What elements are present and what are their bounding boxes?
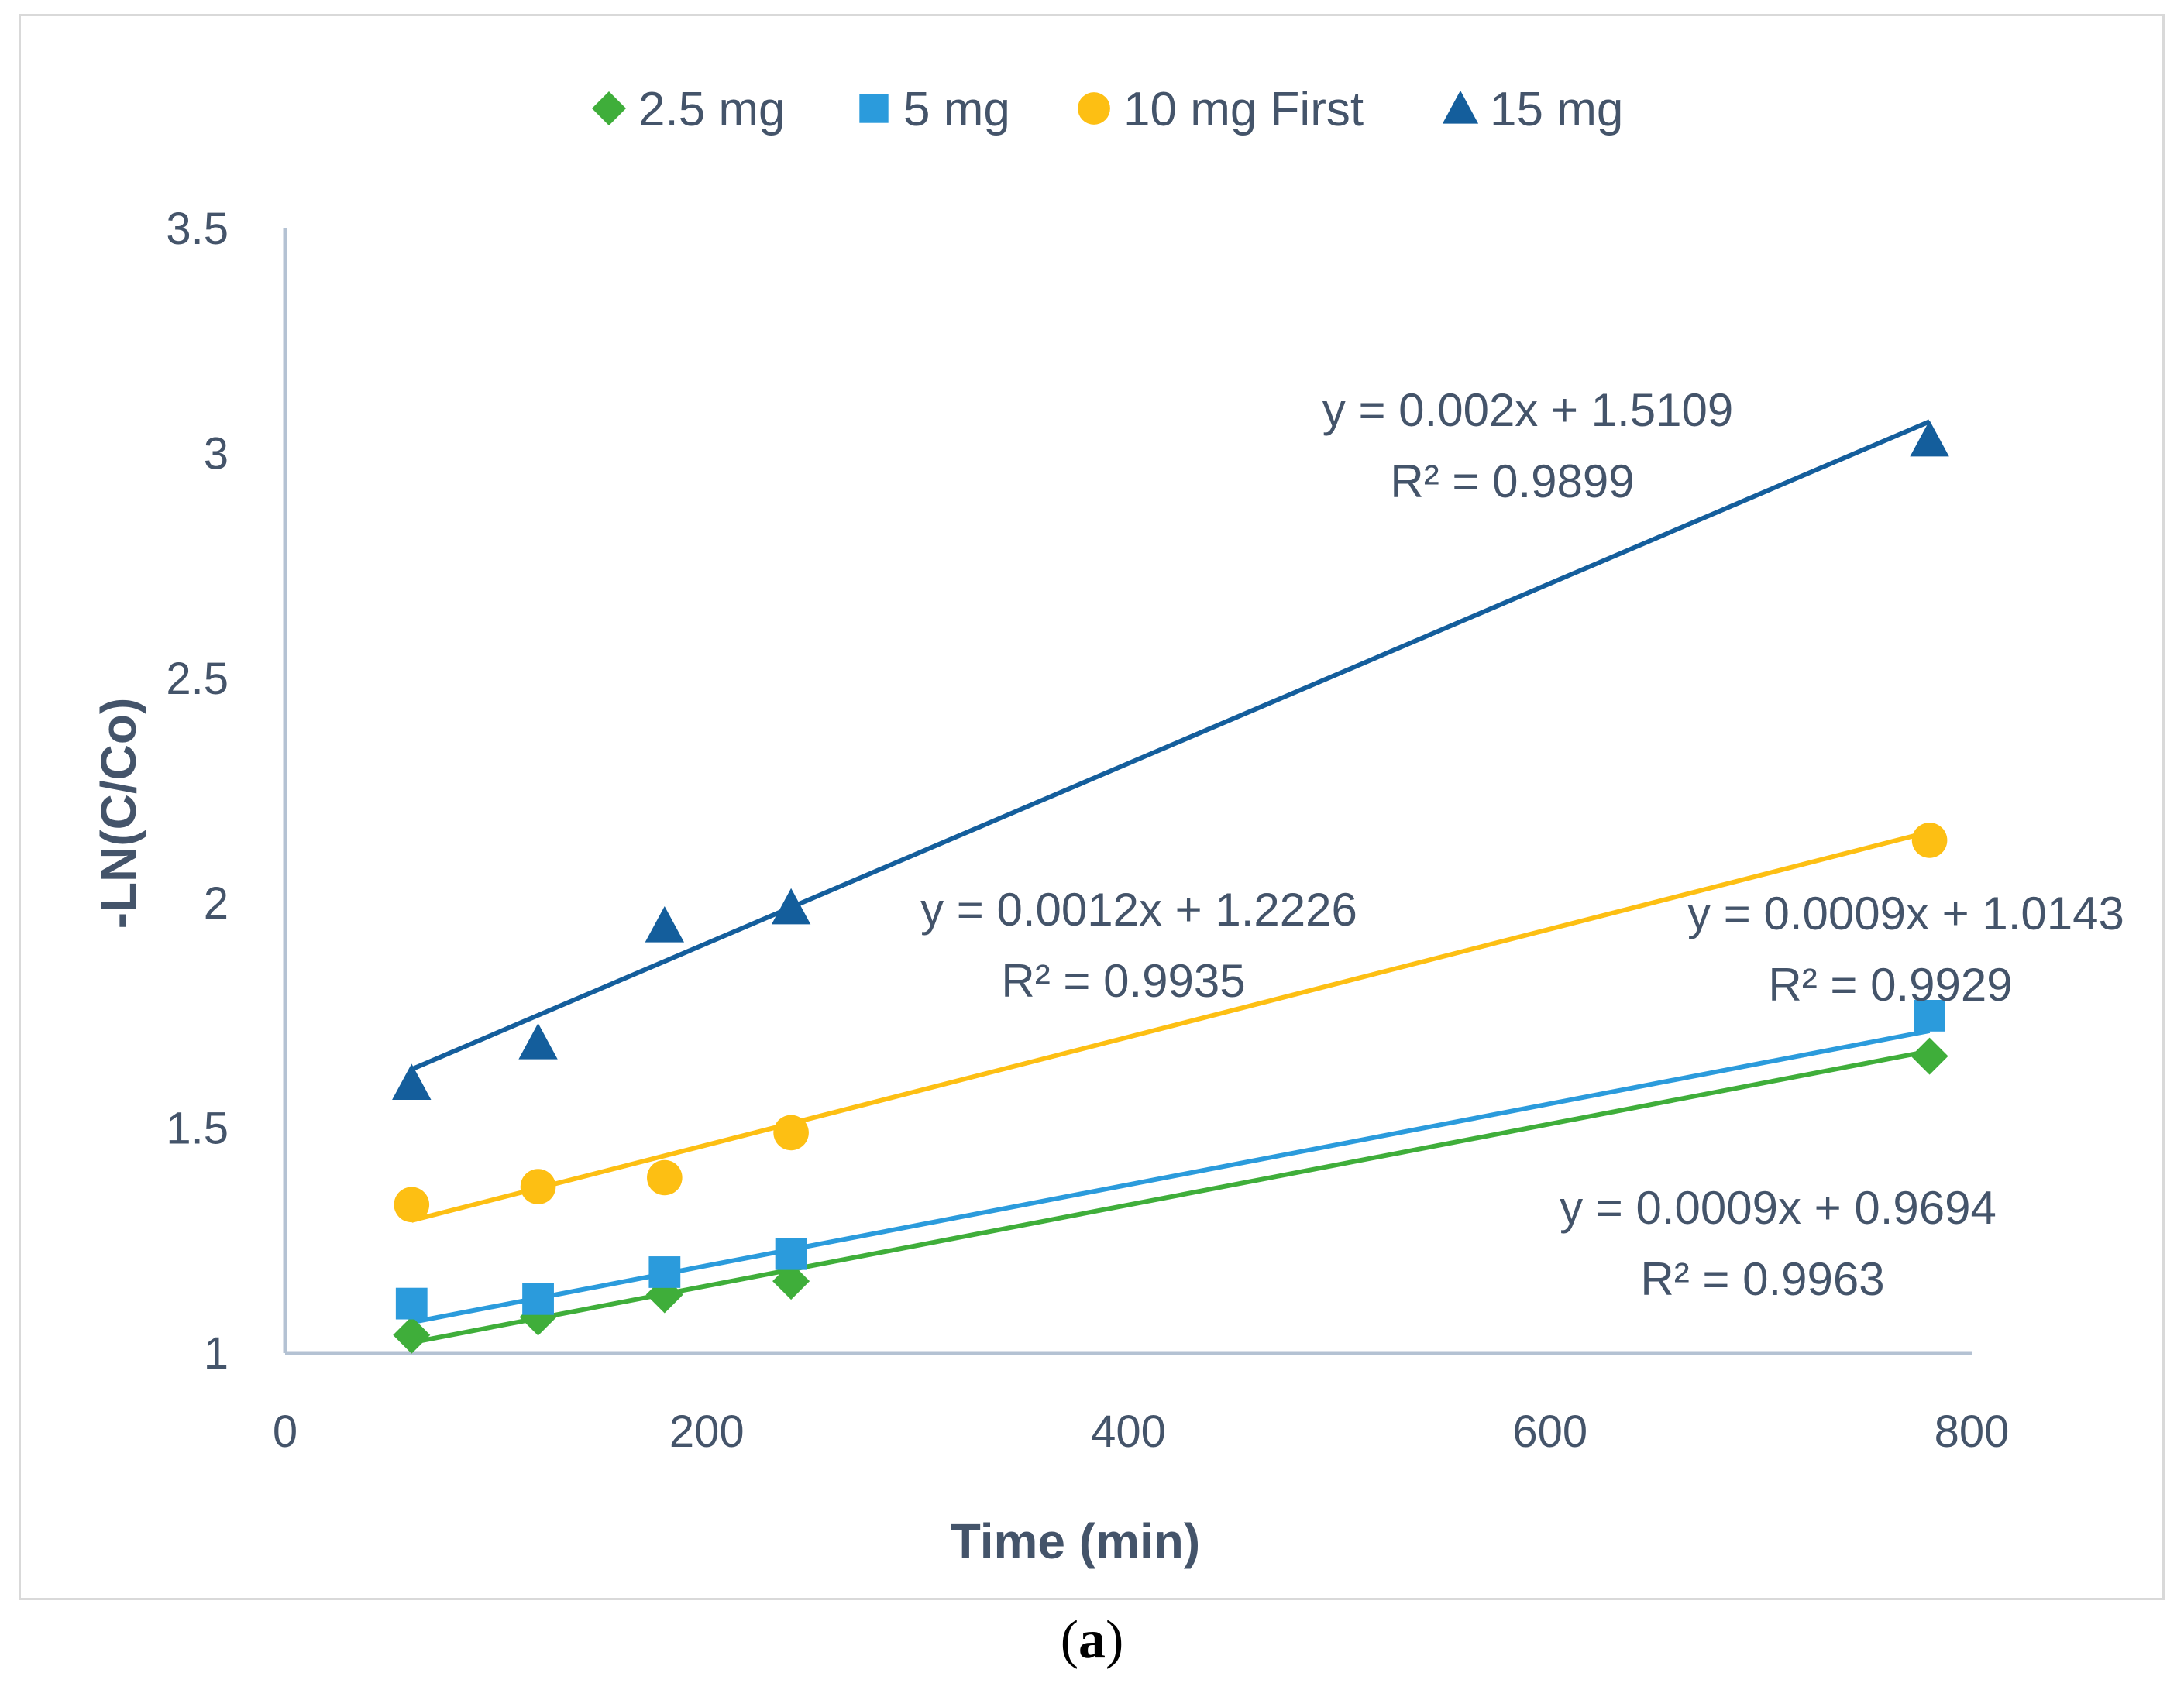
- data-point: [773, 1115, 809, 1151]
- trendline-r-squared: R² = 0.9899: [1390, 455, 1634, 507]
- x-axis-title: Time (min): [951, 1513, 1200, 1569]
- legend-marker: [592, 91, 626, 125]
- x-tick-label: 800: [1935, 1407, 2010, 1457]
- legend-label: 15 mg: [1490, 83, 1623, 136]
- x-tick-label: 0: [273, 1407, 298, 1457]
- data-point: [1911, 1037, 1948, 1075]
- trendline-equation: y = 0.0009x + 0.9694: [1560, 1182, 1997, 1234]
- y-tick-label: 2: [204, 878, 229, 929]
- trendline-r-squared: R² = 0.9929: [1768, 959, 2012, 1011]
- data-point: [392, 1063, 432, 1100]
- trendline-equation: y = 0.0009x + 1.0143: [1687, 888, 2124, 939]
- data-point: [520, 1169, 556, 1204]
- data-point: [518, 1023, 558, 1060]
- data-markers: [392, 420, 1949, 1354]
- trendline-equations: y = 0.0009x + 0.9694 R² = 0.9963 y = 0.000…: [920, 384, 2124, 1305]
- data-point: [648, 1256, 681, 1288]
- trendline-r-squared: R² = 0.9963: [1640, 1253, 1884, 1305]
- trendline-r-squared: R² = 0.9935: [1001, 955, 1245, 1007]
- legend-marker: [1078, 92, 1110, 125]
- trendline-equation: y = 0.0012x + 1.2226: [920, 884, 1357, 936]
- data-point: [645, 906, 685, 943]
- data-point: [771, 888, 811, 925]
- data-point: [1910, 420, 1949, 457]
- y-tick-label: 3: [204, 428, 229, 479]
- y-tick-label: 3.5: [166, 204, 229, 254]
- data-point: [1911, 823, 1948, 858]
- y-tick-label: 1.5: [166, 1104, 229, 1154]
- y-tick-labels: 1 1.5 2 2.5 3 3.5: [166, 204, 229, 1379]
- trendline-3: [411, 419, 1931, 1072]
- data-point: [1914, 1000, 1945, 1032]
- legend-marker: [859, 94, 889, 123]
- legend-label: 5 mg: [903, 83, 1010, 136]
- legend-label: 2.5 mg: [638, 83, 786, 136]
- y-tick-label: 1: [204, 1328, 229, 1379]
- legend-marker: [1442, 90, 1479, 124]
- data-point: [394, 1187, 430, 1223]
- data-point: [772, 1262, 810, 1300]
- caption-open: (: [1060, 1610, 1078, 1670]
- y-axis-title: -LN(C/Co): [91, 698, 146, 929]
- caption-letter: a: [1078, 1610, 1106, 1670]
- legend-label: 10 mg First: [1123, 83, 1364, 136]
- trendline-equation: y = 0.002x + 1.5109: [1322, 384, 1733, 436]
- figure-caption: (a): [0, 1609, 2184, 1671]
- y-tick-label: 2.5: [166, 654, 229, 704]
- x-tick-label: 200: [669, 1407, 745, 1457]
- axes: [283, 228, 1972, 1355]
- data-point: [393, 1316, 431, 1354]
- trendline-2: [411, 830, 1931, 1223]
- chart-frame: [19, 14, 2165, 1600]
- data-point: [647, 1159, 683, 1196]
- data-point: [775, 1238, 807, 1270]
- data-point: [395, 1287, 428, 1320]
- data-point: [522, 1283, 554, 1315]
- caption-close: ): [1106, 1610, 1124, 1670]
- x-tick-label: 400: [1091, 1407, 1166, 1457]
- x-tick-labels: 0 200 400 600 800: [273, 1407, 2010, 1457]
- legend: 2.5 mg 5 mg 10 mg First 15 mg: [592, 83, 1623, 136]
- x-tick-label: 600: [1512, 1407, 1587, 1457]
